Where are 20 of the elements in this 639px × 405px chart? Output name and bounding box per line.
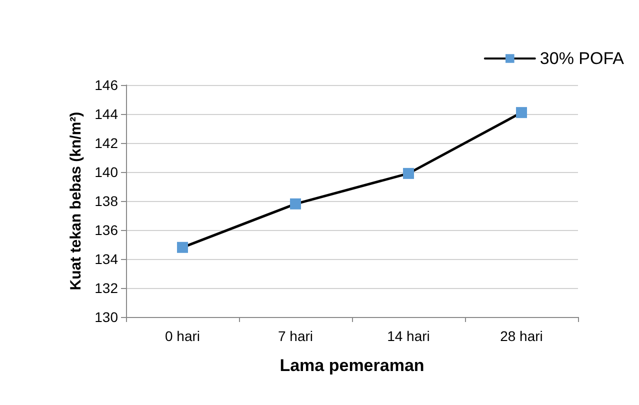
x-tick-label: 28 hari xyxy=(500,328,543,344)
legend-label: 30% POFA xyxy=(540,49,625,68)
y-tick-label: 130 xyxy=(94,309,118,325)
y-tick-label: 144 xyxy=(94,106,118,122)
point xyxy=(177,242,188,253)
y-axis-title: Kuat tekan bebas (kn/m²) xyxy=(68,112,85,290)
y-tick-label: 132 xyxy=(94,280,118,296)
x-tick-label: 7 hari xyxy=(278,328,314,344)
x-tick-label: 0 hari xyxy=(164,328,200,344)
y-tick-label: 146 xyxy=(94,77,118,93)
y-tick-label: 134 xyxy=(94,251,118,267)
y-tick-label: 140 xyxy=(94,164,118,180)
x-tick-label: 14 hari xyxy=(387,328,430,344)
point xyxy=(290,198,301,210)
point xyxy=(516,107,527,118)
point xyxy=(403,168,414,179)
y-tick-label: 136 xyxy=(94,222,118,238)
y-tick-label: 142 xyxy=(94,135,118,151)
x-axis-title: Lama pemeraman xyxy=(280,356,424,375)
y-tick-label: 138 xyxy=(94,193,118,209)
